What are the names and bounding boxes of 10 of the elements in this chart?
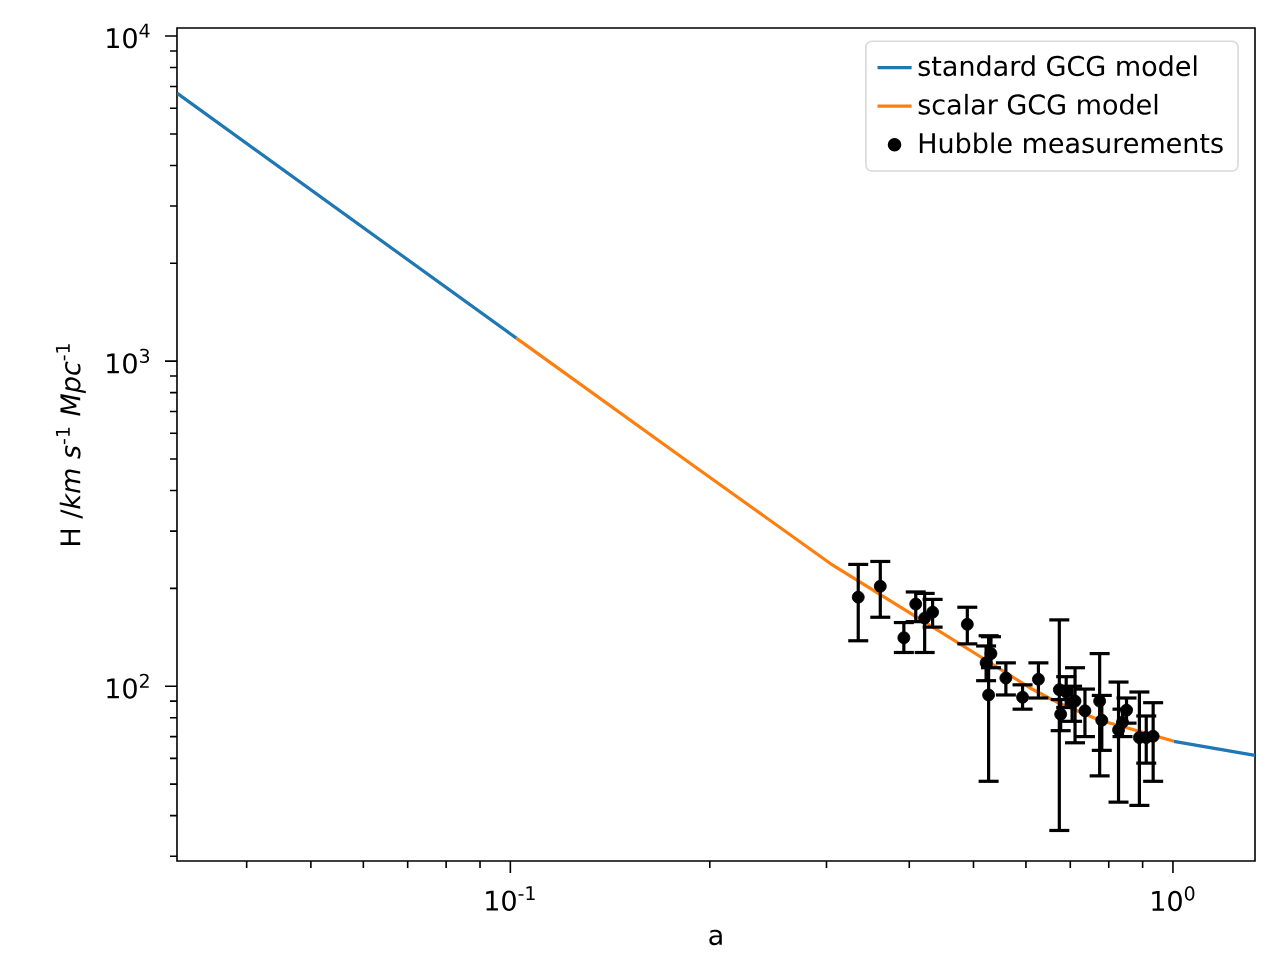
y-tick-label: 10$^{4}$: [107, 23, 150, 49]
y-tick-label: 10$^{2}$: [107, 673, 149, 699]
x-axis-title: a: [709, 929, 722, 946]
x-tick-label: 10$^{0}$: [1152, 886, 1195, 912]
legend-label: standard GCG model: [918, 55, 1197, 77]
y-axis-title: H /km s$^{-1}$ Mpc$^{-1}$: [55, 344, 86, 545]
legend-label: Hubble measurements: [919, 132, 1223, 154]
y-tick-label: 10$^{3}$: [107, 348, 150, 374]
legend-label: scalar GCG model: [918, 93, 1158, 115]
x-tick-label: 10$^{-1}$: [486, 886, 535, 911]
